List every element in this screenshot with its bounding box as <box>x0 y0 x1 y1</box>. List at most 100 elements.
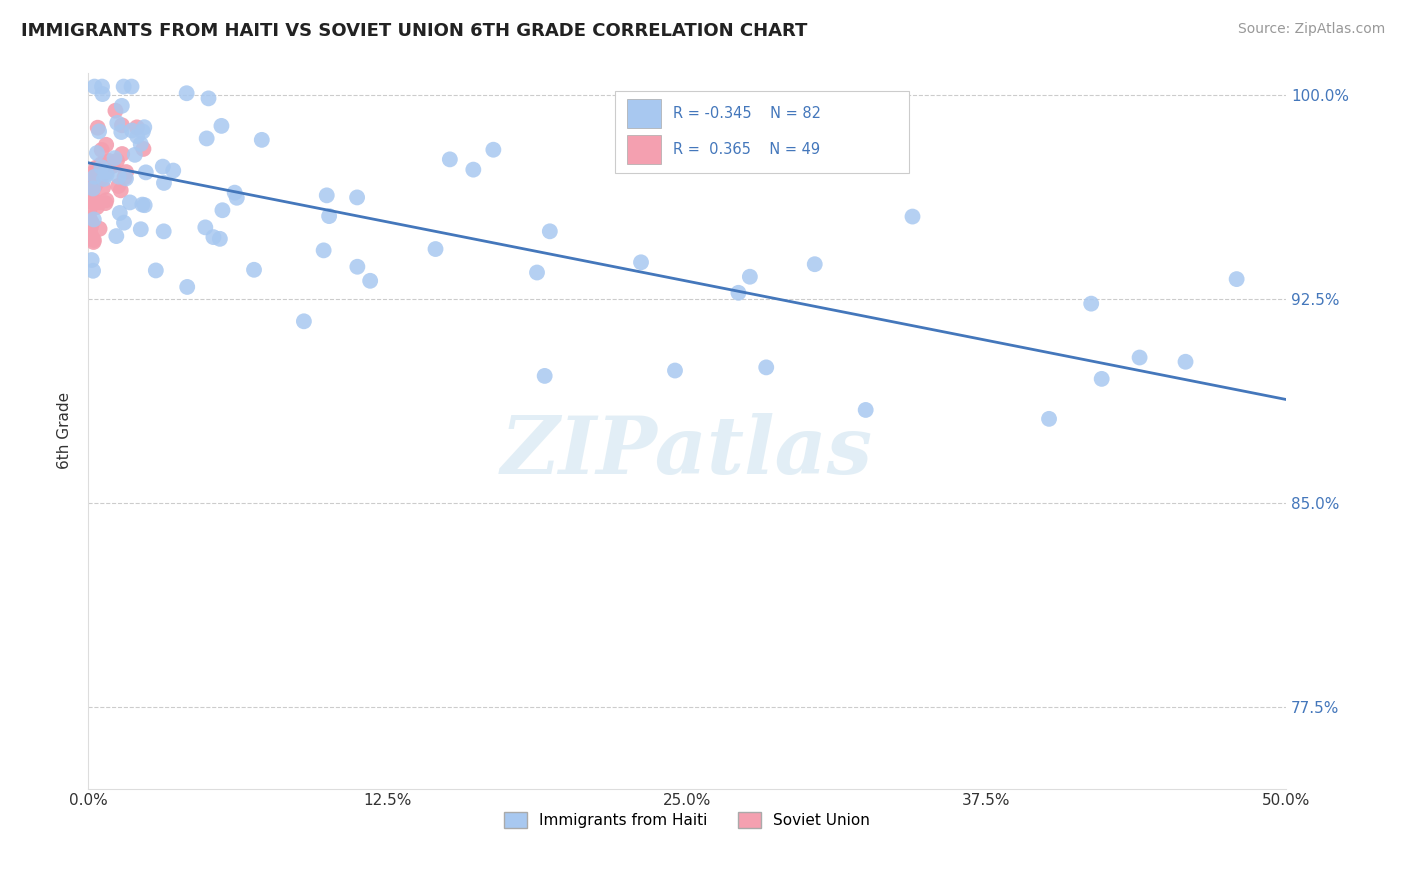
Point <box>83 79 105 94</box>
Point <box>194 220 217 235</box>
FancyBboxPatch shape <box>627 136 661 164</box>
Point <box>211 203 233 218</box>
Point <box>1174 355 1197 369</box>
Point <box>101 159 124 173</box>
Point <box>131 197 153 211</box>
Point <box>94 164 117 178</box>
Point <box>162 163 184 178</box>
Point <box>83 169 105 184</box>
Point <box>86 200 108 214</box>
Point <box>80 167 103 181</box>
Point <box>80 220 103 235</box>
Point <box>1038 412 1060 426</box>
Point <box>292 314 315 328</box>
Point <box>738 269 761 284</box>
Point <box>425 242 447 256</box>
Point <box>463 162 485 177</box>
FancyBboxPatch shape <box>627 99 661 128</box>
Point <box>105 229 128 244</box>
Point <box>195 131 218 145</box>
Point <box>79 194 101 209</box>
Point <box>96 193 118 207</box>
Point <box>110 183 132 197</box>
Text: Source: ZipAtlas.com: Source: ZipAtlas.com <box>1237 22 1385 37</box>
Point <box>87 124 110 138</box>
Point <box>112 79 135 94</box>
Point <box>132 125 155 139</box>
Point <box>89 171 111 186</box>
Point <box>79 211 101 226</box>
Point <box>84 194 107 209</box>
Point <box>91 157 114 171</box>
Point <box>79 174 101 188</box>
Point <box>1080 296 1102 310</box>
Point <box>80 216 103 230</box>
Point <box>152 224 174 238</box>
Point <box>108 206 131 220</box>
Text: R = -0.345    N = 82: R = -0.345 N = 82 <box>672 106 821 121</box>
Point <box>346 190 368 204</box>
Point <box>82 181 104 195</box>
Point <box>121 123 143 137</box>
Point <box>91 79 114 94</box>
Point <box>538 224 561 238</box>
Point <box>80 188 103 202</box>
Point <box>134 120 156 135</box>
Point <box>115 165 138 179</box>
Point <box>533 368 555 383</box>
Point <box>79 203 101 218</box>
Point <box>176 280 198 294</box>
Y-axis label: 6th Grade: 6th Grade <box>58 392 72 469</box>
Point <box>86 120 108 135</box>
Point <box>803 257 825 271</box>
Point <box>1226 272 1249 286</box>
Legend: Immigrants from Haiti, Soviet Union: Immigrants from Haiti, Soviet Union <box>498 806 876 835</box>
Point <box>197 91 219 105</box>
Point <box>152 160 174 174</box>
Point <box>118 195 141 210</box>
Point <box>855 403 877 417</box>
Point <box>1091 372 1114 386</box>
Point <box>87 173 110 187</box>
Point <box>91 180 114 194</box>
Point <box>89 221 111 235</box>
Point <box>312 244 335 258</box>
Point <box>83 212 105 227</box>
Point <box>111 99 134 113</box>
Point <box>96 168 118 182</box>
Point <box>94 165 117 179</box>
Point <box>90 160 112 174</box>
Point <box>80 230 103 244</box>
Point <box>112 216 135 230</box>
Point <box>129 222 152 236</box>
Point <box>94 196 117 211</box>
Point <box>105 116 128 130</box>
Point <box>209 119 232 133</box>
Point <box>79 172 101 186</box>
Point <box>80 216 103 230</box>
Point <box>127 129 149 144</box>
Point <box>346 260 368 274</box>
Point <box>359 274 381 288</box>
Point <box>225 191 247 205</box>
Point <box>83 235 105 249</box>
Point <box>107 179 129 194</box>
Point <box>96 137 118 152</box>
Point <box>124 148 146 162</box>
Point <box>90 143 112 157</box>
Point <box>630 255 652 269</box>
Point <box>98 154 121 169</box>
Point <box>901 210 924 224</box>
Point <box>145 263 167 277</box>
Point <box>755 360 778 375</box>
Point <box>153 176 176 190</box>
Point <box>250 133 273 147</box>
Point <box>90 172 112 186</box>
Point <box>439 153 461 167</box>
Point <box>208 232 231 246</box>
Point <box>121 79 143 94</box>
Point <box>135 165 157 179</box>
Point <box>526 266 548 280</box>
Point <box>80 181 103 195</box>
Text: R =  0.365    N = 49: R = 0.365 N = 49 <box>672 142 820 157</box>
